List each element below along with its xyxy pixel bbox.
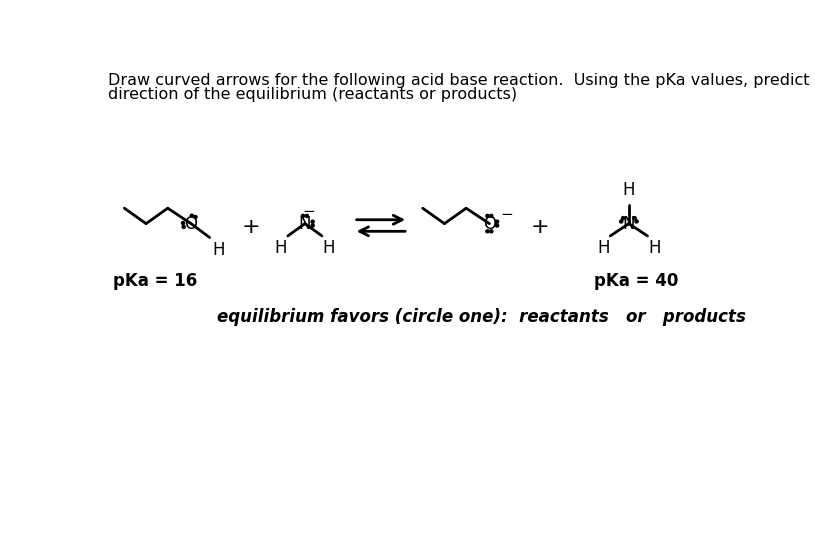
Text: +: + xyxy=(531,218,549,237)
Circle shape xyxy=(619,220,623,223)
Text: H: H xyxy=(648,239,661,257)
Circle shape xyxy=(190,214,193,217)
Text: +: + xyxy=(241,218,260,237)
Circle shape xyxy=(306,214,308,218)
Text: Draw curved arrows for the following acid base reaction.  Using the pKa values, : Draw curved arrows for the following aci… xyxy=(108,73,815,88)
Text: N: N xyxy=(298,215,311,232)
Text: −: − xyxy=(302,204,315,219)
Circle shape xyxy=(182,221,184,225)
Text: H: H xyxy=(323,239,335,257)
Text: N: N xyxy=(623,215,635,232)
Text: O: O xyxy=(482,215,496,232)
Circle shape xyxy=(311,224,315,227)
Text: direction of the equilibrium (reactants or products): direction of the equilibrium (reactants … xyxy=(108,87,518,102)
Text: H: H xyxy=(623,181,635,199)
Text: equilibrium favors (circle one):  reactants   or   products: equilibrium favors (circle one): reactan… xyxy=(217,309,746,326)
Circle shape xyxy=(311,220,315,223)
Circle shape xyxy=(496,220,499,223)
Circle shape xyxy=(194,215,197,219)
Text: H: H xyxy=(597,239,610,257)
Circle shape xyxy=(496,224,499,227)
Circle shape xyxy=(486,214,489,218)
Circle shape xyxy=(183,225,185,229)
Circle shape xyxy=(635,220,638,223)
Circle shape xyxy=(633,216,637,220)
Circle shape xyxy=(490,230,493,233)
Text: H: H xyxy=(212,241,224,259)
Text: pKa = 16: pKa = 16 xyxy=(112,272,197,290)
Text: pKa = 40: pKa = 40 xyxy=(594,272,678,290)
Text: −: − xyxy=(500,207,513,222)
Text: H: H xyxy=(275,239,287,257)
Text: O: O xyxy=(184,215,197,232)
Circle shape xyxy=(486,230,489,233)
Circle shape xyxy=(490,214,493,218)
Circle shape xyxy=(302,214,305,218)
Circle shape xyxy=(622,216,624,220)
